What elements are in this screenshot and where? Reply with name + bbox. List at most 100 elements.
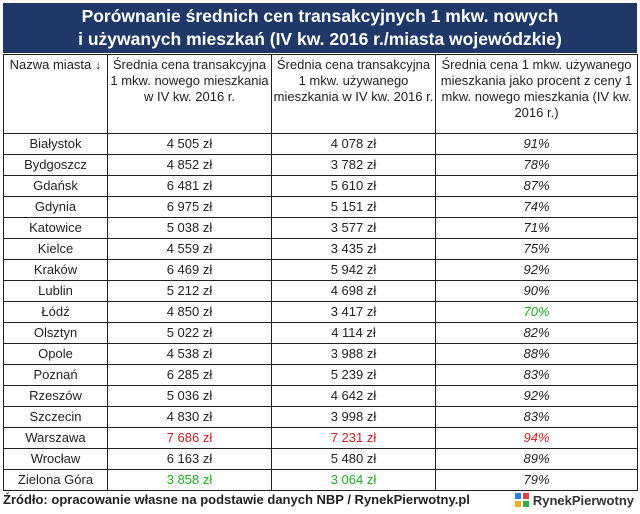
new-price-cell: 6 469 zł [107, 259, 272, 281]
percent-cell: 92% [435, 259, 638, 281]
title-line-2: i używanych mieszkań (IV kw. 2016 r./mia… [78, 29, 562, 49]
table-row: Gdynia 6 975 zł 5 151 zł 74% [3, 196, 638, 218]
used-price-cell: 3 782 zł [271, 154, 436, 176]
header-new-price: Średnia cena transakcyjna 1 mkw. nowego … [107, 54, 272, 134]
used-price-cell: 3 577 zł [271, 217, 436, 239]
logo: RynekPierwotny [514, 490, 634, 510]
new-price-cell: 6 975 zł [107, 196, 272, 218]
percent-cell: 78% [435, 154, 638, 176]
new-price-cell: 4 852 zł [107, 154, 272, 176]
table-row: Zielona Góra 3 858 zł 3 064 zł 79% [3, 469, 638, 491]
new-price-cell: 4 538 zł [107, 343, 272, 365]
header-used-price: Średnia cena transakcyjna 1 mkw. używane… [271, 54, 436, 134]
city-cell: Kielce [3, 238, 108, 260]
new-price-cell: 5 036 zł [107, 385, 272, 407]
table-row: Łódź 4 850 zł 3 417 zł 70% [3, 301, 638, 323]
used-price-cell: 4 114 zł [271, 322, 436, 344]
new-price-cell: 4 505 zł [107, 133, 272, 155]
city-cell: Opole [3, 343, 108, 365]
table-row: Olsztyn 5 022 zł 4 114 zł 82% [3, 322, 638, 344]
used-price-cell: 5 942 zł [271, 259, 436, 281]
table-row: Warszawa 7 686 zł 7 231 zł 94% [3, 427, 638, 449]
percent-cell: 71% [435, 217, 638, 239]
percent-cell: 90% [435, 280, 638, 302]
source-note: Źródło: opracowanie własne na podstawie … [3, 492, 470, 507]
table-row: Rzeszów 5 036 zł 4 642 zł 92% [3, 385, 638, 407]
new-price-cell: 4 559 zł [107, 238, 272, 260]
logo-icon [514, 493, 529, 507]
table-row: Kraków 6 469 zł 5 942 zł 92% [3, 259, 638, 281]
used-price-cell: 4 642 zł [271, 385, 436, 407]
city-cell: Zielona Góra [3, 469, 108, 491]
city-cell: Rzeszów [3, 385, 108, 407]
table-row: Lublin 5 212 zł 4 698 zł 90% [3, 280, 638, 302]
new-price-cell: 4 850 zł [107, 301, 272, 323]
percent-cell: 92% [435, 385, 638, 407]
table-row: Wrocław 6 163 zł 5 480 zł 89% [3, 448, 638, 470]
city-cell: Kraków [3, 259, 108, 281]
table-row: Kielce 4 559 zł 3 435 zł 75% [3, 238, 638, 260]
city-cell: Gdańsk [3, 175, 108, 197]
used-price-cell: 4 698 zł [271, 280, 436, 302]
new-price-cell: 6 163 zł [107, 448, 272, 470]
percent-cell: 83% [435, 406, 638, 428]
new-price-cell: 5 038 zł [107, 217, 272, 239]
new-price-cell: 7 686 zł [107, 427, 272, 449]
used-price-cell: 3 988 zł [271, 343, 436, 365]
title-banner: Porównanie średnich cen transakcyjnych 1… [3, 3, 637, 53]
city-cell: Gdynia [3, 196, 108, 218]
percent-cell: 94% [435, 427, 638, 449]
new-price-cell: 3 858 zł [107, 469, 272, 491]
percent-cell: 83% [435, 364, 638, 386]
used-price-cell: 3 435 zł [271, 238, 436, 260]
used-price-cell: 7 231 zł [271, 427, 436, 449]
city-cell: Katowice [3, 217, 108, 239]
city-cell: Lublin [3, 280, 108, 302]
price-comparison-table: Nazwa miasta ↓ Średnia cena transakcyjna… [3, 54, 638, 491]
table-body: Białystok 4 505 zł 4 078 zł 91% Bydgoszcz 4 8… [3, 133, 638, 491]
used-price-cell: 5 151 zł [271, 196, 436, 218]
logo-text: RynekPierwotny [532, 492, 634, 508]
used-price-cell: 5 480 zł [271, 448, 436, 470]
used-price-cell: 5 610 zł [271, 175, 436, 197]
city-cell: Warszawa [3, 427, 108, 449]
header-city: Nazwa miasta ↓ [3, 54, 108, 134]
new-price-cell: 5 022 zł [107, 322, 272, 344]
title-line-1: Porównanie średnich cen transakcyjnych 1… [81, 6, 559, 26]
city-cell: Olsztyn [3, 322, 108, 344]
percent-cell: 82% [435, 322, 638, 344]
used-price-cell: 3 064 zł [271, 469, 436, 491]
city-cell: Poznań [3, 364, 108, 386]
new-price-cell: 5 212 zł [107, 280, 272, 302]
percent-cell: 75% [435, 238, 638, 260]
table-row: Opole 4 538 zł 3 988 zł 88% [3, 343, 638, 365]
used-price-cell: 4 078 zł [271, 133, 436, 155]
table-row: Katowice 5 038 zł 3 577 zł 71% [3, 217, 638, 239]
header-percent: Średnia cena 1 mkw. używanego mieszkania… [435, 54, 638, 134]
new-price-cell: 6 481 zł [107, 175, 272, 197]
percent-cell: 89% [435, 448, 638, 470]
percent-cell: 79% [435, 469, 638, 491]
table-row: Szczecin 4 830 zł 3 998 zł 83% [3, 406, 638, 428]
city-cell: Wrocław [3, 448, 108, 470]
table-header-row: Nazwa miasta ↓ Średnia cena transakcyjna… [3, 54, 638, 134]
city-cell: Białystok [3, 133, 108, 155]
new-price-cell: 4 830 zł [107, 406, 272, 428]
city-cell: Bydgoszcz [3, 154, 108, 176]
table-row: Gdańsk 6 481 zł 5 610 zł 87% [3, 175, 638, 197]
used-price-cell: 3 998 zł [271, 406, 436, 428]
city-cell: Łódź [3, 301, 108, 323]
percent-cell: 87% [435, 175, 638, 197]
table-row: Bydgoszcz 4 852 zł 3 782 zł 78% [3, 154, 638, 176]
percent-cell: 70% [435, 301, 638, 323]
used-price-cell: 5 239 zł [271, 364, 436, 386]
table-row: Białystok 4 505 zł 4 078 zł 91% [3, 133, 638, 155]
used-price-cell: 3 417 zł [271, 301, 436, 323]
city-cell: Szczecin [3, 406, 108, 428]
percent-cell: 74% [435, 196, 638, 218]
new-price-cell: 6 285 zł [107, 364, 272, 386]
table-row: Poznań 6 285 zł 5 239 zł 83% [3, 364, 638, 386]
percent-cell: 88% [435, 343, 638, 365]
percent-cell: 91% [435, 133, 638, 155]
